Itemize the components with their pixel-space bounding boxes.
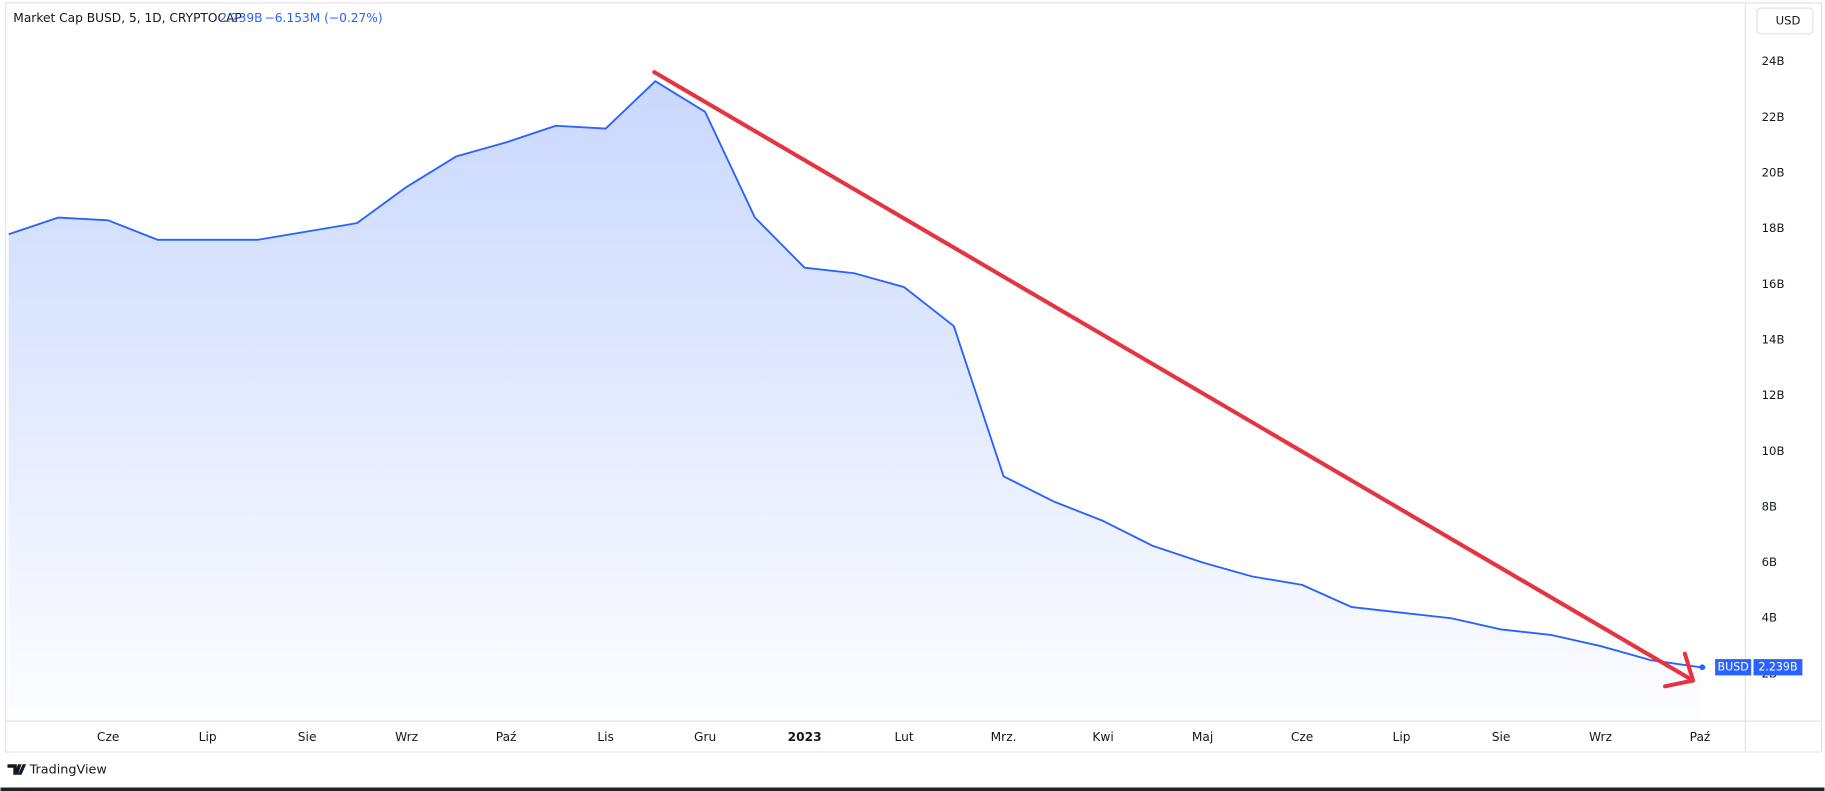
x-tick-label: Wrz xyxy=(1589,730,1612,744)
x-tick-label: Gru xyxy=(694,730,716,744)
plot: 2B4B6B8B10B12B14B16B18B20B22B24BCzeLipSi… xyxy=(8,54,1785,744)
y-tick-label: 12B xyxy=(1762,388,1785,402)
y-tick-label: 22B xyxy=(1762,110,1785,124)
series-tag-bg xyxy=(1715,659,1752,676)
brand-logo[interactable]: TradingView xyxy=(7,763,107,778)
y-tick-label: 6B xyxy=(1762,555,1777,569)
x-tick-label: Lip xyxy=(199,730,217,744)
y-tick-label: 24B xyxy=(1762,54,1785,68)
annotation-arrow xyxy=(652,70,1696,689)
logo-icon xyxy=(7,764,27,775)
series-line xyxy=(8,80,1701,669)
currency-label[interactable]: USD xyxy=(1776,13,1801,27)
x-tick-label: Wrz xyxy=(395,730,418,744)
x-tick-label: Lip xyxy=(1393,730,1411,744)
x-tick-label: Sie xyxy=(1492,730,1511,744)
bottom-bar xyxy=(0,787,1825,791)
price-tag: 2.239B xyxy=(1758,660,1797,673)
y-tick-label: 4B xyxy=(1762,611,1777,625)
price-tag-bg xyxy=(1753,659,1803,676)
y-tick-label: 14B xyxy=(1762,332,1785,346)
brand-name: TradingView xyxy=(29,763,107,778)
arrow-head xyxy=(1663,651,1696,689)
arrow-shaft xyxy=(652,70,1696,683)
series-tag: BUSD xyxy=(1718,660,1749,673)
y-tick-label: 18B xyxy=(1762,221,1785,235)
x-tick-label: Cze xyxy=(97,730,119,744)
y-tick-label: 20B xyxy=(1762,166,1785,180)
change: −6.153M (−0.27%) xyxy=(265,11,383,25)
y-tick-label: 8B xyxy=(1762,499,1777,513)
y-tick-label: 16B xyxy=(1762,277,1785,291)
x-tick-label: Cze xyxy=(1291,730,1313,744)
x-tick-label: Paź xyxy=(1690,730,1711,744)
last-value: 2.239B xyxy=(219,11,262,25)
symbol-title: Market Cap BUSD, 5, 1D, CRYPTOCAP xyxy=(13,11,241,25)
currency-button[interactable] xyxy=(1756,7,1814,35)
y-tick-label: 10B xyxy=(1762,444,1785,458)
x-tick-label: Lis xyxy=(597,730,614,744)
x-tick-label: Sie xyxy=(298,730,317,744)
frame xyxy=(5,2,1823,753)
footer xyxy=(0,752,1825,789)
last-point xyxy=(1699,664,1706,671)
x-tick-label: 2023 xyxy=(788,730,822,744)
x-tick-label: Kwi xyxy=(1092,730,1113,744)
x-tick-label: Maj xyxy=(1192,730,1213,744)
area-fill xyxy=(8,81,1701,722)
x-tick-label: Mrz. xyxy=(991,730,1017,744)
x-tick-label: Lut xyxy=(895,730,914,744)
x-tick-label: Paź xyxy=(496,730,517,744)
